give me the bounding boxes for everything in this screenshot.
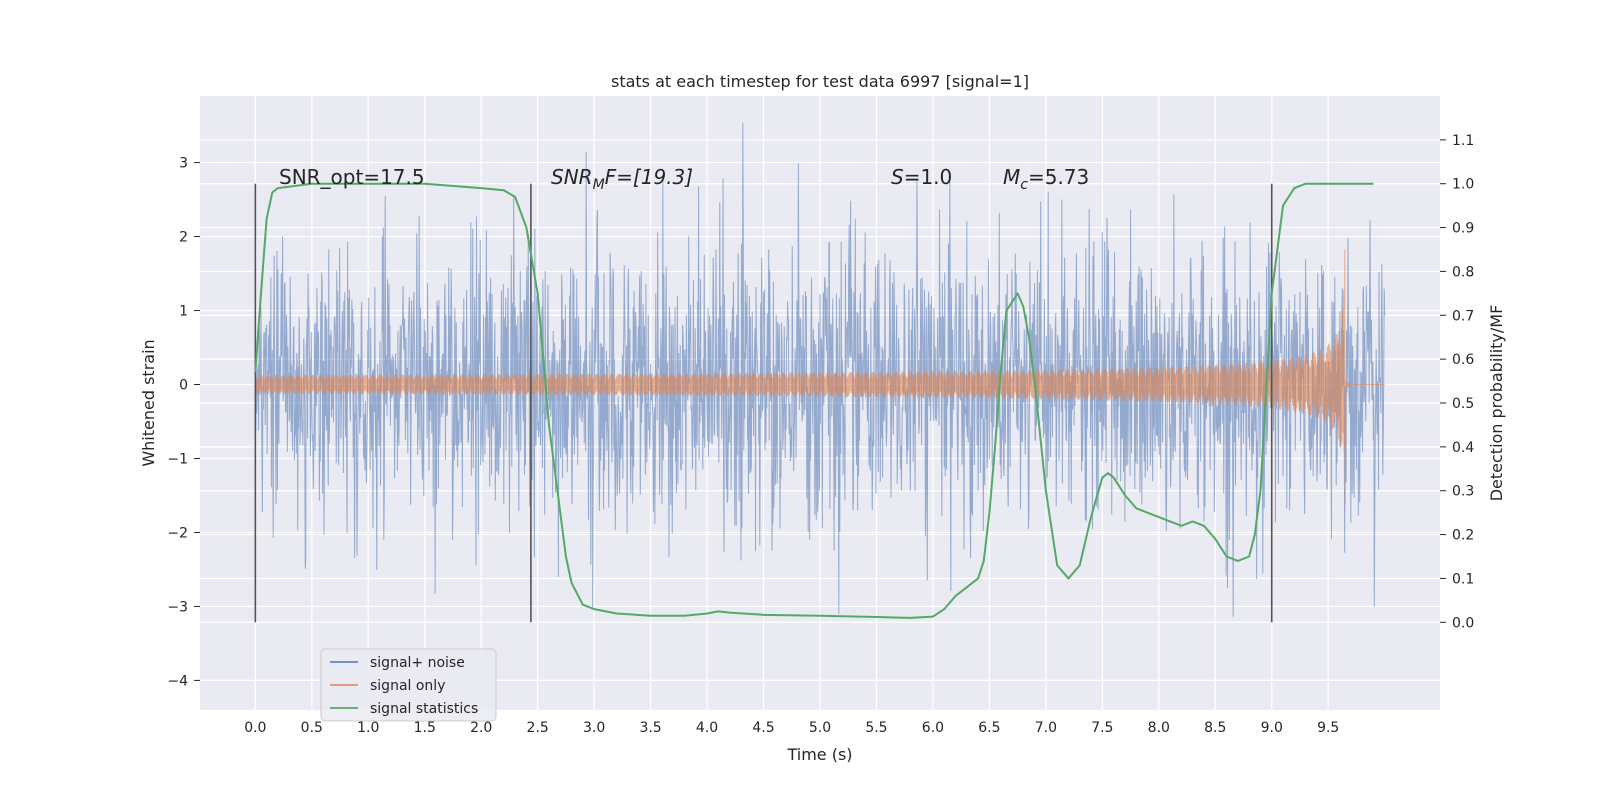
y2-tick-label: 0.2 (1452, 528, 1474, 544)
y2-axis-label: Detection probability/MF (1487, 305, 1506, 502)
x-tick-label: 3.0 (583, 720, 605, 736)
chart-title: stats at each timestep for test data 699… (611, 72, 1029, 91)
legend-box (320, 648, 497, 722)
y2-axis-ticks: 1.1 1.0 0.9 0.8 0.7 0.6 0.5 0.4 0.3 0.2 0.1 0.0 (1440, 133, 1474, 631)
signal-only-series (254, 249, 1385, 506)
y-tick-label: 0 (179, 378, 188, 394)
x-tick-label: 0.5 (301, 720, 323, 736)
y2-tick-label: 0.6 (1452, 352, 1474, 368)
x-tick-label: 1.0 (357, 720, 379, 736)
mc-subscript: c (1020, 177, 1028, 193)
y2-tick-label: 0.8 (1452, 264, 1474, 280)
x-tick-label: 5.0 (809, 720, 831, 736)
x-tick-label: 2.0 (470, 720, 492, 736)
statistics-line (254, 182, 1374, 619)
x-axis-ticks: 0.0 0.5 1.0 1.5 2.0 2.5 3.0 3.5 4.0 4.5 5.0 5.5 6.0 6… (244, 720, 1339, 736)
y2-tick-label: 0.1 (1452, 571, 1474, 587)
signal-statistics-series (254, 182, 1374, 619)
y-axis-label: Whitened strain (139, 339, 158, 466)
snr-mf-base: SNR (551, 165, 593, 189)
snr-mf-subscript: M (593, 177, 605, 193)
y2-tick-label: 1.0 (1452, 177, 1474, 193)
x-tick-label: 5.5 (865, 720, 887, 736)
legend-label-signal: signal only (370, 678, 445, 694)
mc-value: =5.73 (1028, 165, 1089, 189)
noise-trace (254, 122, 1386, 617)
legend: signal+ noise signal only signal statist… (320, 648, 497, 722)
y2-tick-label: 1.1 (1452, 133, 1474, 149)
annotation-snr-opt: SNR_opt=17.5 (279, 165, 425, 189)
x-tick-label: 2.5 (527, 720, 549, 736)
y-tick-label: −4 (167, 673, 188, 689)
signal-plus-noise-series (254, 122, 1386, 617)
annotation-s: S=1.0 (891, 165, 952, 189)
y2-tick-label: 0.5 (1452, 396, 1474, 412)
x-tick-label: 6.5 (978, 720, 1000, 736)
annotation-mc: Mc=5.73 (1003, 165, 1089, 193)
y2-tick-label: 0.9 (1452, 221, 1474, 237)
x-tick-label: 4.0 (696, 720, 718, 736)
y2-tick-label: 0.0 (1452, 615, 1474, 631)
s-label: S (891, 165, 904, 189)
x-tick-label: 3.5 (639, 720, 661, 736)
y-tick-label: 3 (179, 156, 188, 172)
x-tick-label: 7.0 (1035, 720, 1057, 736)
y-axis-ticks: 3 2 1 0 −1 −2 −3 −4 (167, 156, 200, 689)
y2-tick-label: 0.4 (1452, 440, 1474, 456)
x-tick-label: 0.0 (244, 720, 266, 736)
snr-mf-rest: F=[19.3] (605, 165, 693, 189)
signal-trace (254, 249, 1385, 506)
x-tick-label: 7.5 (1091, 720, 1113, 736)
y-tick-label: −1 (167, 451, 188, 467)
x-tick-label: 6.0 (922, 720, 944, 736)
annotation-snr-mf: SNRMF=[19.3] (551, 165, 693, 193)
x-tick-label: 9.0 (1261, 720, 1283, 736)
mc-base: M (1003, 165, 1020, 189)
s-value: =1.0 (904, 165, 953, 189)
y-tick-label: −2 (167, 525, 188, 541)
x-tick-label: 1.5 (414, 720, 436, 736)
x-tick-label: 4.5 (752, 720, 774, 736)
legend-label-noise: signal+ noise (370, 655, 465, 671)
y2-tick-label: 0.7 (1452, 308, 1474, 324)
x-tick-label: 8.0 (1148, 720, 1170, 736)
y-tick-label: 1 (179, 304, 188, 320)
x-axis-label: Time (s) (786, 745, 852, 764)
y-tick-label: 2 (179, 230, 188, 246)
x-tick-label: 9.5 (1317, 720, 1339, 736)
legend-label-stats: signal statistics (370, 701, 478, 717)
y-tick-label: −3 (167, 599, 188, 615)
x-tick-label: 8.5 (1204, 720, 1226, 736)
y2-tick-label: 0.3 (1452, 484, 1474, 500)
